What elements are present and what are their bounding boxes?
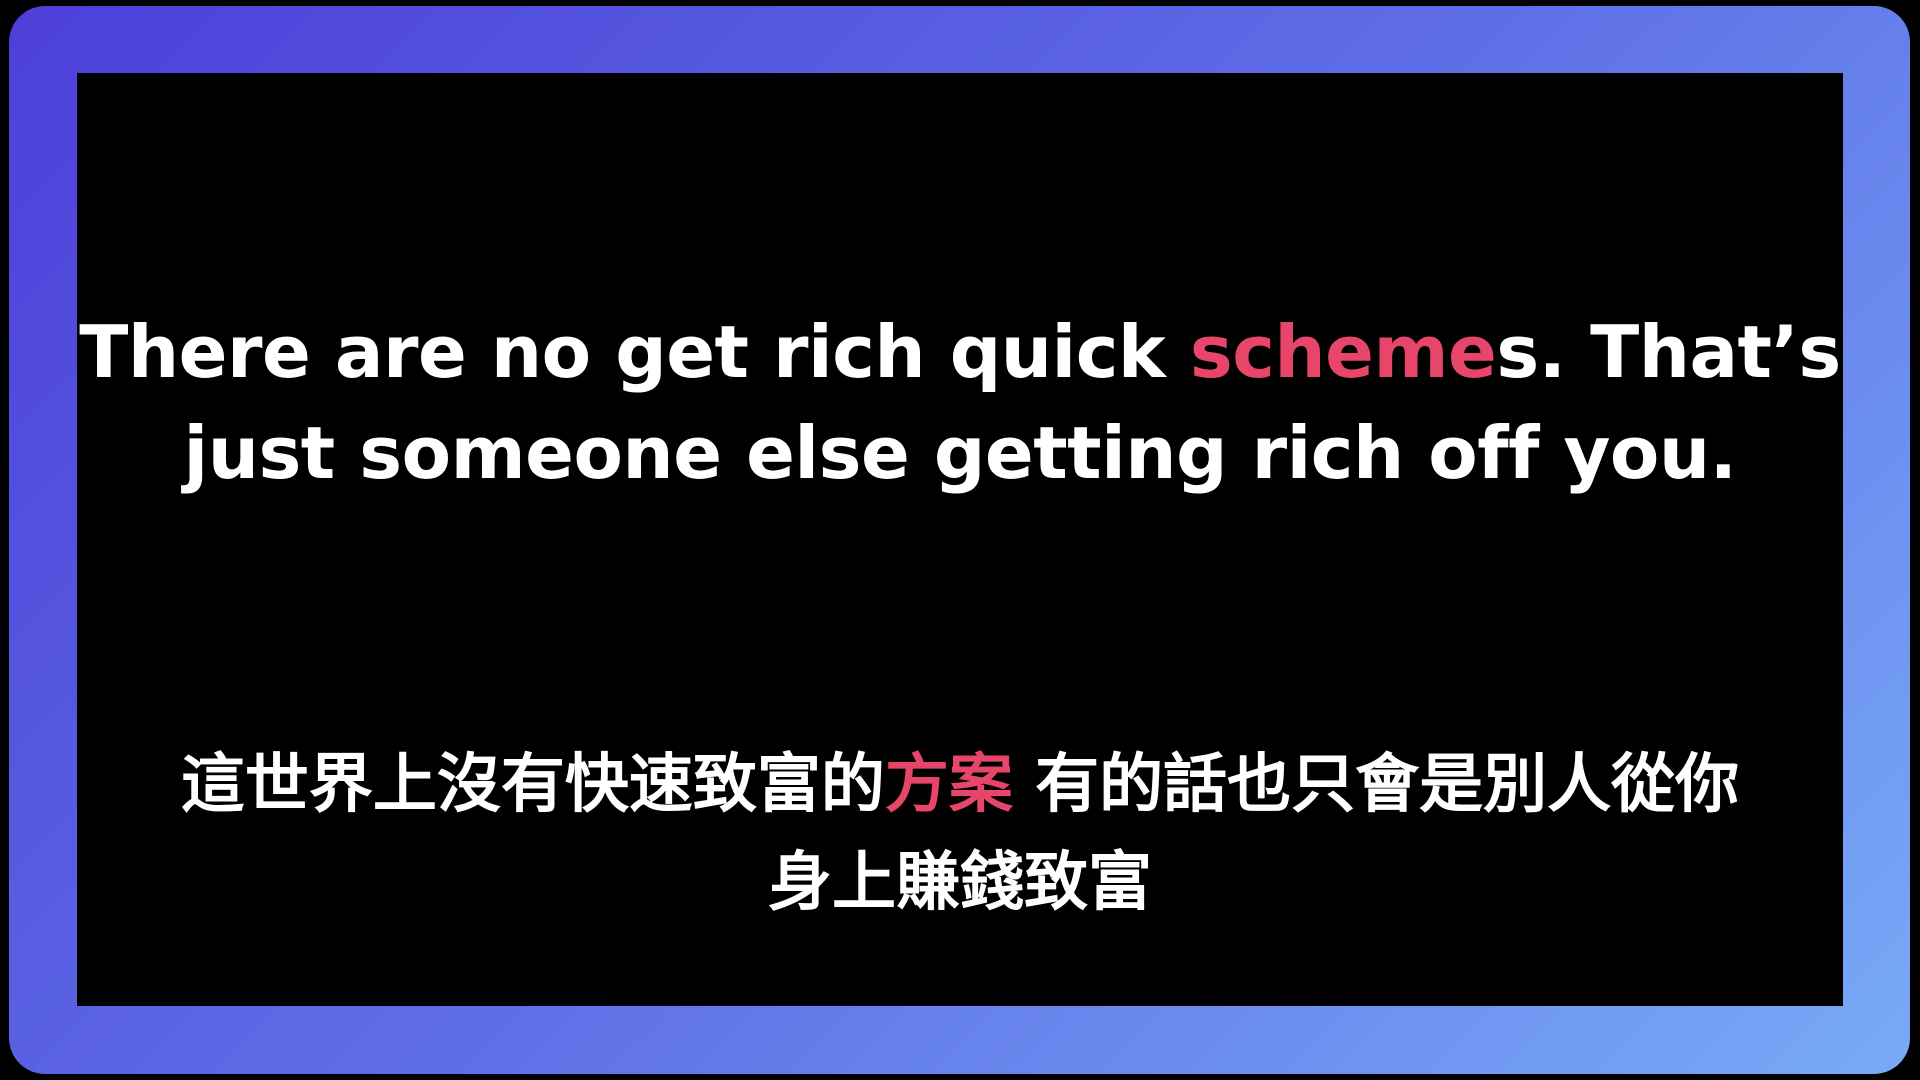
chinese-quote-line-1-start: 這世界上沒有快速致富的	[180, 748, 885, 822]
english-highlight-word: scheme	[1189, 310, 1497, 394]
chinese-quote: 這世界上沒有快速致富的方案 有的話也只會是別人從你 身上賺錢致富	[77, 736, 1843, 932]
english-quote: There are no get rich quick schemes. Tha…	[77, 302, 1843, 504]
chinese-quote-line-2: 身上賺錢致富	[768, 846, 1152, 920]
english-quote-line-2: just someone else getting rich off you.	[183, 411, 1737, 495]
chinese-highlight-word: 方案	[884, 748, 1013, 822]
english-quote-line-1-start: There are no get rich quick	[79, 310, 1190, 394]
slide-screen: There are no get rich quick schemes. Tha…	[77, 73, 1843, 1006]
english-quote-line-1: There are no get rich quick schemes. Tha…	[77, 302, 1843, 403]
english-quote-line-1-end: s. That’s	[1496, 310, 1841, 394]
chinese-quote-line-1-end: 有的話也只會是別人從你	[1012, 748, 1740, 822]
chinese-quote-line-1: 這世界上沒有快速致富的方案 有的話也只會是別人從你	[77, 736, 1843, 834]
